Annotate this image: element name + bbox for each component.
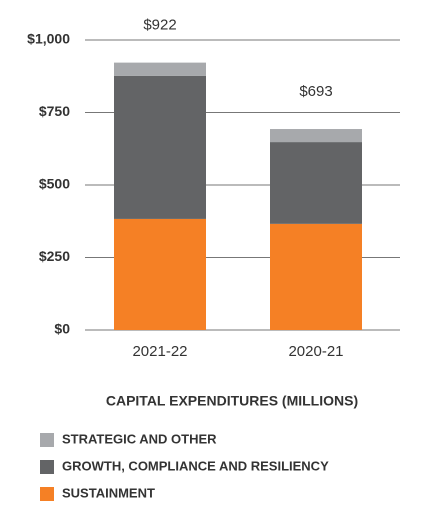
y-tick-label: $1,000 — [27, 31, 70, 47]
bar-segment — [270, 223, 362, 330]
bar-segment — [270, 129, 362, 143]
total-label: $693 — [299, 83, 332, 100]
y-tick-label: $750 — [39, 103, 70, 119]
legend-label: GROWTH, COMPLIANCE AND RESILIENCY — [62, 458, 329, 473]
legend-label: SUSTAINMENT — [62, 485, 155, 500]
y-tick-label: $500 — [39, 176, 70, 192]
legend-label: STRATEGIC AND OTHER — [62, 431, 217, 446]
y-tick-label: $250 — [39, 248, 70, 264]
legend-swatch — [40, 433, 54, 447]
bar-segment — [114, 62, 206, 76]
x-tick-label: 2021-22 — [132, 343, 187, 360]
bar-segment — [270, 142, 362, 224]
chart-title: CAPITAL EXPENDITURES (MILLIONS) — [106, 393, 358, 409]
bar-segment — [114, 218, 206, 330]
x-tick-label: 2020-21 — [288, 343, 343, 360]
legend-swatch — [40, 460, 54, 474]
y-tick-label: $0 — [54, 321, 70, 337]
legend-swatch — [40, 487, 54, 501]
total-label: $922 — [143, 17, 176, 34]
bar-segment — [114, 75, 206, 219]
